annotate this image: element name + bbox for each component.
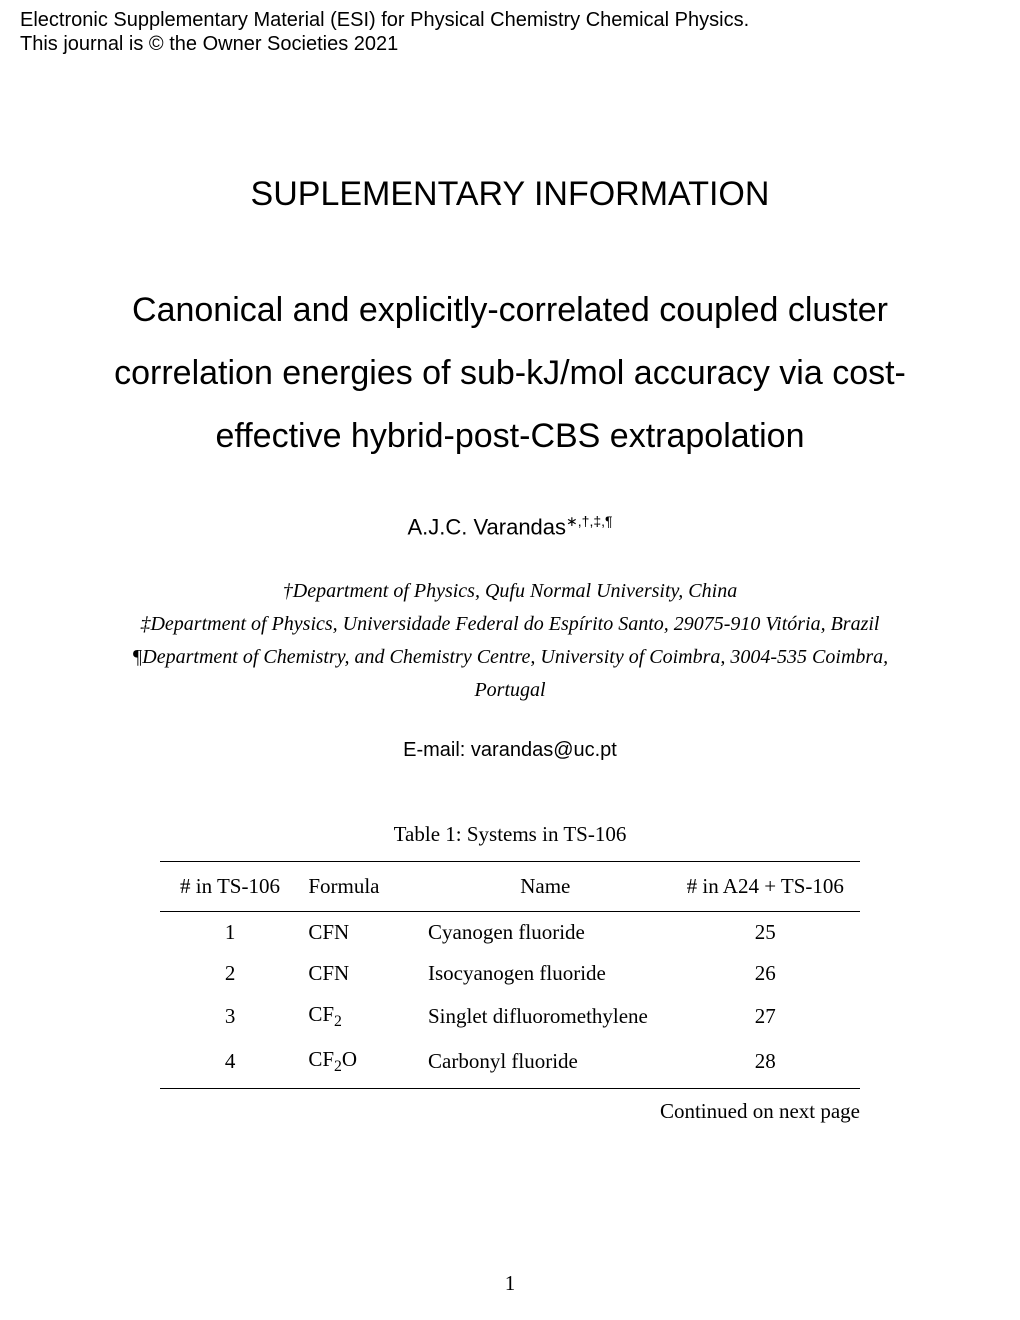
col-header-formula: Formula [300, 862, 420, 912]
email-label: E-mail: [403, 739, 471, 761]
systems-table: # in TS-106 Formula Name # in A24 + TS-1… [160, 861, 860, 1089]
table-header-row: # in TS-106 Formula Name # in A24 + TS-1… [160, 862, 860, 912]
formula-sub: 2 [334, 1013, 342, 1030]
cell-a24: 25 [671, 912, 860, 954]
cell-name: Carbonyl fluoride [420, 1039, 671, 1089]
email-value: varandas@uc.pt [471, 739, 617, 761]
affil-1-mark: † [283, 580, 293, 602]
paper-title: Canonical and explicitly-correlated coup… [90, 279, 930, 468]
cell-num: 1 [160, 912, 300, 954]
cell-formula: CFN [300, 953, 420, 994]
affil-3-text: Department of Chemistry, and Chemistry C… [142, 646, 888, 701]
formula-base: CF [308, 1047, 334, 1071]
cell-a24: 28 [671, 1039, 860, 1089]
formula-base: CF [308, 1002, 334, 1026]
cell-formula: CF2O [300, 1039, 420, 1089]
cell-formula: CF2 [300, 994, 420, 1039]
table-row: 2 CFN Isocyanogen fluoride 26 [160, 953, 860, 994]
cell-a24: 26 [671, 953, 860, 994]
affil-3-mark: ¶ [132, 646, 142, 668]
supplementary-heading: SUPLEMENTARY INFORMATION [90, 175, 930, 214]
formula-base: CFN [308, 920, 349, 944]
table-continued-note: Continued on next page [160, 1099, 860, 1124]
email-line: E-mail: varandas@uc.pt [90, 739, 930, 762]
cell-num: 4 [160, 1039, 300, 1089]
author-name: A.J.C. Varandas [407, 514, 566, 539]
col-header-a24: # in A24 + TS-106 [671, 862, 860, 912]
formula-base: CFN [308, 961, 349, 985]
author-marks: ∗,†,‡,¶ [566, 513, 613, 529]
formula-sub: 2 [334, 1058, 342, 1075]
affil-1-text: Department of Physics, Qufu Normal Unive… [293, 580, 737, 602]
cell-name: Singlet difluoromethylene [420, 994, 671, 1039]
affiliations-block: †Department of Physics, Qufu Normal Univ… [90, 575, 930, 707]
cell-a24: 27 [671, 994, 860, 1039]
cell-name: Cyanogen fluoride [420, 912, 671, 954]
cell-num: 2 [160, 953, 300, 994]
journal-header-line1: Electronic Supplementary Material (ESI) … [20, 8, 749, 32]
page-body: SUPLEMENTARY INFORMATION Canonical and e… [0, 0, 1020, 1124]
journal-header-line2: This journal is © the Owner Societies 20… [20, 32, 749, 56]
table-row: 3 CF2 Singlet difluoromethylene 27 [160, 994, 860, 1039]
cell-name: Isocyanogen fluoride [420, 953, 671, 994]
cell-formula: CFN [300, 912, 420, 954]
table-row: 1 CFN Cyanogen fluoride 25 [160, 912, 860, 954]
table-caption: Table 1: Systems in TS-106 [90, 822, 930, 847]
col-header-name: Name [420, 862, 671, 912]
col-header-ts106: # in TS-106 [160, 862, 300, 912]
author-line: A.J.C. Varandas∗,†,‡,¶ [90, 513, 930, 540]
affil-2-mark: ‡ [140, 613, 150, 635]
formula-tail: O [342, 1047, 357, 1071]
table-row: 4 CF2O Carbonyl fluoride 28 [160, 1039, 860, 1089]
affil-2-text: Department of Physics, Universidade Fede… [150, 613, 879, 635]
page-number: 1 [0, 1271, 1020, 1296]
journal-header: Electronic Supplementary Material (ESI) … [20, 8, 749, 56]
cell-num: 3 [160, 994, 300, 1039]
